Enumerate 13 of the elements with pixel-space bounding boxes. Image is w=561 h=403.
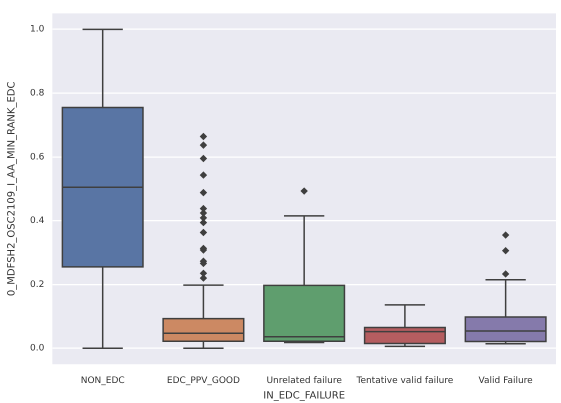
y-tick-label: 0.8 (30, 88, 45, 98)
y-axis-title: 0_MDFSH2_OSC2109_I_AA_MIN_RANK_EDC (6, 82, 18, 296)
x-tick-label: Unrelated failure (266, 376, 342, 386)
y-tick-label: 1.0 (30, 24, 45, 35)
y-tick-label: 0.4 (30, 216, 45, 226)
x-axis-title: IN_EDC_FAILURE (263, 390, 346, 402)
x-tick-label: Valid Failure (478, 376, 534, 386)
x-tick-label: NON_EDC (80, 376, 125, 386)
y-tick-label: 0.2 (30, 280, 44, 290)
y-tick-label: 0.0 (30, 344, 45, 354)
y-tick-label: 0.6 (30, 152, 45, 162)
x-tick-label: Tentative valid failure (355, 376, 454, 386)
x-tick-label: EDC_PPV_GOOD (166, 376, 240, 386)
